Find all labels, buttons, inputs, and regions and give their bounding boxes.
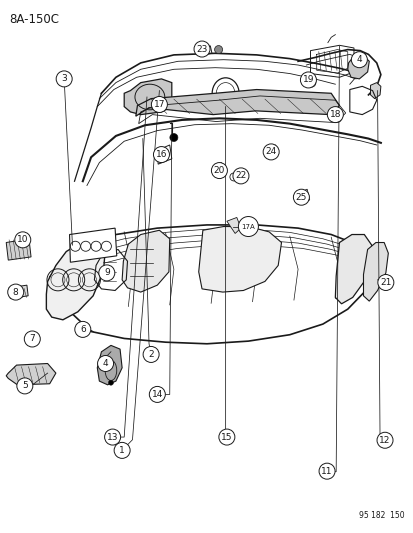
Text: 25: 25 xyxy=(295,193,306,201)
Polygon shape xyxy=(135,90,339,116)
Circle shape xyxy=(351,52,366,68)
Polygon shape xyxy=(9,285,28,298)
Text: 23: 23 xyxy=(196,45,207,53)
Text: 15: 15 xyxy=(221,433,232,441)
Circle shape xyxy=(97,356,113,372)
Circle shape xyxy=(17,378,33,394)
Polygon shape xyxy=(363,243,387,301)
Text: 4: 4 xyxy=(102,359,108,368)
Circle shape xyxy=(169,133,178,142)
Circle shape xyxy=(143,346,159,362)
Polygon shape xyxy=(335,235,371,304)
Circle shape xyxy=(233,168,248,184)
Circle shape xyxy=(114,442,130,458)
Text: 95 182  150: 95 182 150 xyxy=(358,511,404,520)
Text: 5: 5 xyxy=(22,382,28,390)
Text: 21: 21 xyxy=(379,278,391,287)
Circle shape xyxy=(218,429,234,445)
Circle shape xyxy=(8,284,24,300)
Text: 14: 14 xyxy=(151,390,163,399)
Circle shape xyxy=(214,45,222,54)
Circle shape xyxy=(194,41,209,57)
Circle shape xyxy=(24,331,40,347)
Circle shape xyxy=(149,386,165,402)
Polygon shape xyxy=(347,54,368,79)
Text: 1: 1 xyxy=(119,446,125,455)
Circle shape xyxy=(377,274,393,290)
Circle shape xyxy=(318,463,334,479)
Circle shape xyxy=(238,216,258,237)
Circle shape xyxy=(376,432,392,448)
Polygon shape xyxy=(6,239,31,260)
Circle shape xyxy=(15,232,31,248)
Circle shape xyxy=(151,96,167,112)
Circle shape xyxy=(211,163,227,179)
Text: 16: 16 xyxy=(155,150,167,159)
Text: 8A-150C: 8A-150C xyxy=(9,13,59,26)
Text: 17: 17 xyxy=(153,100,165,109)
Text: 17A: 17A xyxy=(241,223,255,230)
Polygon shape xyxy=(6,364,56,385)
Polygon shape xyxy=(97,345,122,385)
Circle shape xyxy=(56,71,72,87)
Polygon shape xyxy=(226,217,240,233)
Text: 18: 18 xyxy=(329,110,340,119)
Text: 6: 6 xyxy=(80,325,85,334)
Text: 24: 24 xyxy=(265,148,276,156)
Circle shape xyxy=(300,72,316,88)
Circle shape xyxy=(153,147,169,163)
Text: 19: 19 xyxy=(302,76,313,84)
Text: 3: 3 xyxy=(61,75,67,83)
Circle shape xyxy=(327,107,342,123)
Circle shape xyxy=(263,144,278,160)
Polygon shape xyxy=(198,227,281,292)
Circle shape xyxy=(99,265,114,281)
Text: 2: 2 xyxy=(148,350,154,359)
Text: 20: 20 xyxy=(213,166,225,175)
Text: 4: 4 xyxy=(356,55,361,64)
Text: 8: 8 xyxy=(13,288,19,296)
Circle shape xyxy=(75,321,90,337)
Text: 9: 9 xyxy=(104,269,109,277)
Polygon shape xyxy=(122,230,169,292)
Polygon shape xyxy=(124,79,171,115)
Polygon shape xyxy=(46,239,105,320)
Circle shape xyxy=(108,380,113,385)
Text: 10: 10 xyxy=(17,236,28,244)
Polygon shape xyxy=(370,83,380,99)
Text: 11: 11 xyxy=(320,467,332,475)
Circle shape xyxy=(293,189,309,205)
Circle shape xyxy=(104,429,120,445)
Text: 22: 22 xyxy=(235,172,246,180)
Polygon shape xyxy=(69,228,116,262)
Text: 7: 7 xyxy=(29,335,35,343)
Text: 13: 13 xyxy=(107,433,118,441)
Text: 12: 12 xyxy=(378,436,390,445)
